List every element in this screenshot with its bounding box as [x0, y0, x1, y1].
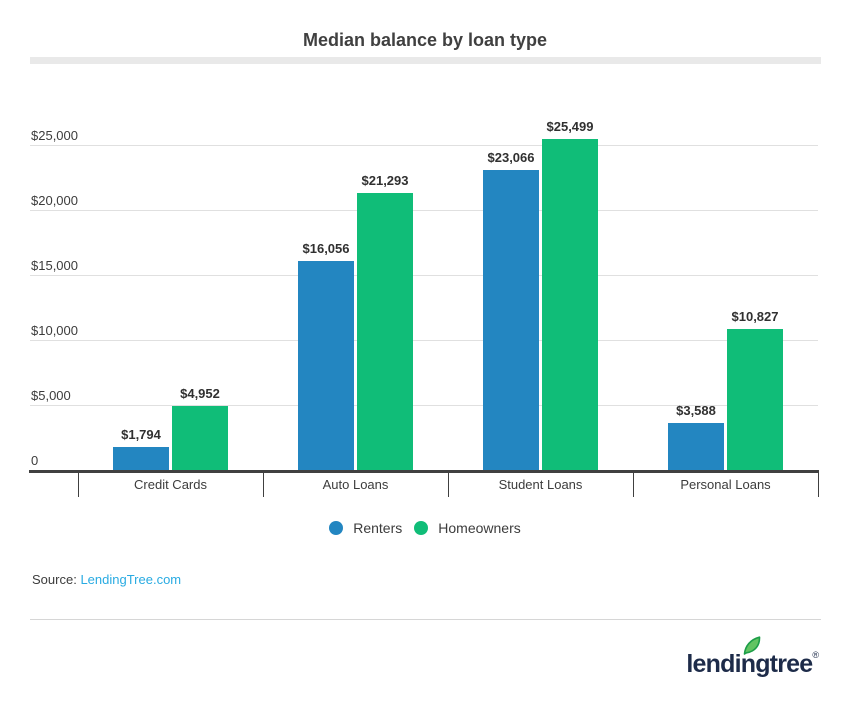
title-divider — [30, 57, 821, 64]
x-axis-line — [29, 470, 818, 473]
bar-renters — [298, 261, 354, 470]
lendingtree-logo: lendingtree® — [686, 636, 819, 677]
y-axis-tick-label: $15,000 — [31, 258, 78, 273]
legend-label: Renters — [353, 520, 403, 536]
bar-homeowners — [357, 193, 413, 470]
source-prefix: Source: — [32, 572, 77, 587]
category-tick — [78, 470, 79, 497]
category-tick — [263, 470, 264, 497]
source-line: Source: LendingTree.com — [32, 572, 181, 587]
logo-text: lendingtree — [686, 650, 813, 678]
gridline — [30, 210, 818, 211]
y-axis-tick-label: 0 — [31, 453, 39, 468]
bar-value-label: $1,794 — [121, 427, 161, 442]
bar-value-label: $10,827 — [731, 309, 779, 324]
bar-value-label: $25,499 — [546, 119, 594, 134]
legend-dot — [329, 521, 344, 535]
y-axis-tick-label: $10,000 — [31, 323, 78, 338]
x-axis-label: Auto Loans — [322, 477, 389, 492]
bar-value-label: $4,952 — [180, 386, 220, 401]
legend-item-renters: Renters — [329, 520, 402, 536]
y-axis-tick-label: $5,000 — [31, 388, 71, 403]
bar-renters — [113, 447, 169, 470]
legend: Renters Homeowners — [0, 520, 850, 536]
bar-value-label: $3,588 — [676, 403, 716, 418]
category-tick — [633, 470, 634, 497]
gridline — [30, 340, 818, 341]
bar-homeowners — [172, 406, 228, 470]
x-axis-label: Credit Cards — [134, 477, 207, 492]
y-axis-tick-label: $25,000 — [31, 128, 78, 143]
category-tick — [818, 470, 819, 497]
legend-dot — [414, 521, 429, 535]
footer-divider — [30, 619, 821, 620]
bar-homeowners — [542, 139, 598, 470]
chart-title: Median balance by loan type — [302, 30, 548, 50]
bar-value-label: $16,056 — [302, 241, 350, 256]
legend-item-homeowners: Homeowners — [414, 520, 521, 536]
bar-value-label: $23,066 — [487, 150, 535, 165]
leaf-icon — [742, 636, 762, 655]
bar-renters — [668, 423, 724, 470]
bar-renters — [483, 170, 539, 470]
bar-homeowners — [727, 329, 783, 470]
gridline — [30, 145, 818, 146]
y-axis-tick-label: $20,000 — [31, 193, 78, 208]
source-link[interactable]: LendingTree.com — [80, 572, 182, 587]
x-axis-label: Student Loans — [498, 477, 583, 492]
gridline — [30, 405, 818, 406]
bar-value-label: $21,293 — [361, 173, 409, 188]
legend-label: Homeowners — [438, 520, 521, 536]
x-axis-label: Personal Loans — [680, 477, 771, 492]
category-tick — [448, 470, 449, 497]
registered-mark: ® — [812, 650, 819, 660]
gridline — [30, 275, 818, 276]
